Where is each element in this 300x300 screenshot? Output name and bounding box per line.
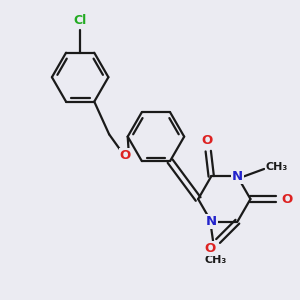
Text: N: N (206, 215, 217, 228)
Text: O: O (204, 242, 215, 255)
Text: Cl: Cl (74, 14, 87, 27)
Text: O: O (120, 149, 131, 162)
Text: CH₃: CH₃ (205, 255, 227, 265)
Text: O: O (281, 193, 292, 206)
Text: CH₃: CH₃ (266, 163, 288, 172)
Text: N: N (232, 170, 243, 183)
Text: O: O (201, 134, 212, 147)
